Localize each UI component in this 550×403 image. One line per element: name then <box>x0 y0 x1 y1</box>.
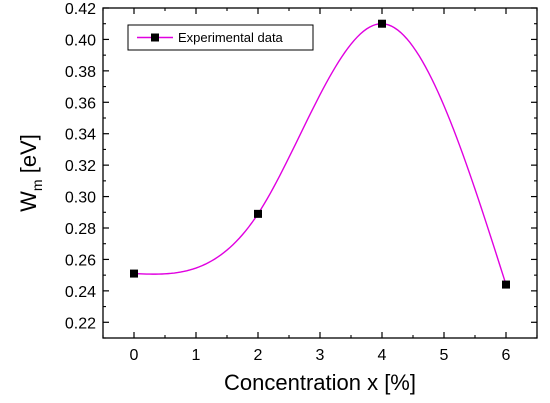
data-point <box>254 209 262 218</box>
x-axis-tick-labels: 0 1 2 3 4 5 6 <box>130 347 511 364</box>
y-axis-title: Wm [eV] <box>16 134 45 212</box>
series-markers <box>130 19 510 289</box>
plot-frame <box>102 7 538 339</box>
y-tick-label: 0.34 <box>65 127 96 144</box>
x-tick-label: 5 <box>440 347 449 364</box>
y-tick-label: 0.26 <box>65 252 96 269</box>
y-tick-label: 0.38 <box>65 64 96 81</box>
y-axis-ticks <box>103 7 537 339</box>
x-axis-ticks <box>102 8 538 338</box>
y-tick-label: 0.32 <box>65 158 96 175</box>
y-tick-label: 0.24 <box>65 284 96 301</box>
y-tick-label: 0.30 <box>65 190 96 207</box>
y-tick-label: 0.22 <box>65 315 96 332</box>
x-tick-label: 6 <box>502 347 511 364</box>
legend: Experimental data <box>127 24 314 51</box>
y-axis-title-subscript: m <box>29 179 45 191</box>
x-tick-label: 2 <box>254 347 263 364</box>
data-point <box>130 269 138 278</box>
data-point <box>378 19 386 28</box>
x-tick-label: 1 <box>192 347 201 364</box>
x-tick-label: 4 <box>378 347 387 364</box>
x-axis-title: Concentration x [%] <box>224 370 416 395</box>
y-tick-label: 0.40 <box>65 32 96 49</box>
data-point <box>502 280 510 289</box>
y-tick-label: 0.36 <box>65 95 96 112</box>
y-axis-tick-labels: 0.22 0.24 0.26 0.28 0.30 0.32 0.34 0.36 0.38 0.40… <box>65 1 96 332</box>
y-tick-label: 0.42 <box>65 1 96 18</box>
y-axis-title-unit: [eV] <box>16 134 41 179</box>
y-axis-title-main: W <box>16 191 41 212</box>
series-line-experimental-data <box>133 23 507 285</box>
legend-marker <box>151 33 159 42</box>
x-tick-label: 0 <box>130 347 139 364</box>
x-tick-label: 3 <box>316 347 325 364</box>
legend-label: Experimental data <box>178 30 284 45</box>
y-tick-label: 0.28 <box>65 221 96 238</box>
